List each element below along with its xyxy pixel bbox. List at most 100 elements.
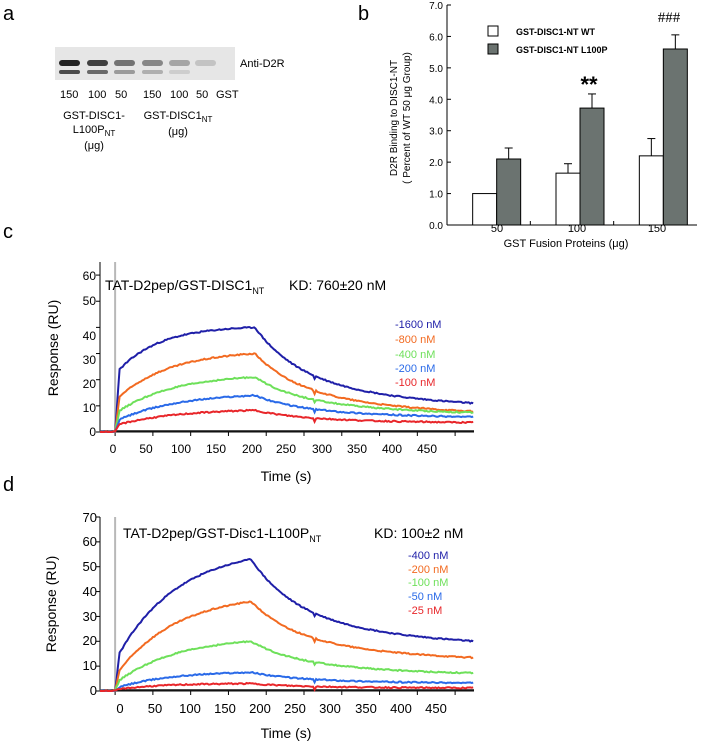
sensorgram-curve (99, 393, 474, 434)
bar-l100p (496, 158, 522, 226)
chart-title: TAT-D2pep/GST-Disc1-L100PNT (123, 525, 322, 544)
legend-label-wt: GST-DISC1-NT WT (516, 27, 595, 37)
x-tick-label: 150 (648, 223, 666, 235)
y-tick-label: 40 (83, 329, 97, 343)
sensorgram-curve (99, 671, 474, 693)
y-tick-label: 0 (89, 425, 96, 439)
chart-title: TAT-D2pep/GST-DISC1NT (105, 277, 265, 296)
legend-label: -100 nM (408, 577, 448, 589)
x-tick-label: 450 (417, 442, 437, 456)
legend-label: -400 nM (408, 550, 448, 562)
group-label-line: (μg) (168, 126, 188, 138)
y-axis-label: Response (RU) (45, 300, 61, 396)
kd-value: KD: 100±2 nM (374, 525, 463, 541)
blot-band (195, 70, 216, 74)
y-tick-labels: 0.0 1.0 2.0 3.0 4.0 5.0 6.0 7.0 (429, 1, 443, 232)
y-tick-label: 20 (83, 633, 97, 648)
panel-label-a: a (3, 3, 15, 25)
panel-label-b: b (358, 3, 369, 25)
x-tick-label: 200 (242, 442, 262, 456)
kd-value: KD: 760±20 nM (289, 277, 386, 293)
x-axis-label: GST Fusion Proteins (μg) (504, 238, 629, 250)
y-axis-label-line1: D2R Binding to DISC1-NT (389, 60, 400, 176)
x-tick-label: 0 (116, 701, 123, 716)
blot-band (142, 70, 163, 74)
lane-label: 50 (115, 89, 127, 101)
group-label-line: GST-DISC1NT (144, 110, 213, 124)
y-tick-labels: 0 10 20 30 40 50 60 70 (83, 510, 97, 698)
x-tick-label: 350 (347, 442, 367, 456)
legend-swatch-l100p (487, 43, 499, 55)
sensorgram-curve (99, 408, 474, 434)
x-tick-label: 250 (284, 701, 306, 716)
blot-band (169, 60, 190, 66)
legend-label: -200 nM (395, 363, 435, 375)
blot-band (87, 60, 108, 66)
legend-swatch-wt (487, 25, 499, 37)
y-tick-label: 60 (83, 534, 97, 549)
bar-wt (472, 193, 498, 226)
y-tick-label: 5.0 (429, 64, 443, 75)
panel-label-c: c (3, 221, 13, 243)
lane-label: 150 (143, 89, 161, 101)
blot-band (195, 60, 216, 66)
blot-bands (59, 60, 216, 74)
legend-label: -800 nM (395, 334, 435, 346)
bar-l100p (662, 48, 688, 226)
panel-a: Anti-D2R 150 100 50 150 100 50 GST GST-D… (55, 47, 285, 152)
blot-band (114, 70, 135, 74)
sensorgram-curve (99, 600, 474, 693)
y-tick-label: 30 (83, 609, 97, 624)
y-tick-label: 30 (83, 353, 97, 367)
sensorgram-curve (99, 352, 474, 434)
y-tick-label: 1.0 (429, 190, 443, 201)
plot-area (96, 262, 474, 436)
blot-band (169, 70, 190, 74)
x-axis-label: Time (s) (261, 468, 312, 484)
y-tick-labels: 0 10 20 30 40 50 60 (83, 269, 97, 439)
lane-label: 150 (60, 89, 78, 101)
antibody-label: Anti-D2R (240, 58, 285, 70)
blot-band (142, 60, 163, 66)
x-tick-label: 50 (148, 701, 162, 716)
sensorgram-curve (99, 326, 474, 434)
blot-band (87, 70, 108, 74)
x-tick-label: 400 (382, 442, 402, 456)
y-tick-label: 0 (90, 683, 97, 698)
blot-band (59, 60, 80, 66)
y-tick-label: 60 (83, 269, 97, 283)
lane-labels: 150 100 50 150 100 50 GST (60, 89, 239, 101)
bar-wt (638, 155, 664, 226)
legend-label: -200 nM (408, 564, 448, 576)
y-tick-label: 40 (83, 584, 97, 599)
x-tick-label: 50 (139, 442, 153, 456)
group-label-l100p: GST-DISC1- L100PNT (μg) (63, 110, 125, 152)
y-tick-label: 10 (83, 401, 97, 415)
y-axis-label: D2R Binding to DISC1-NT ( Percent of WT … (389, 52, 413, 184)
x-tick-label: 150 (206, 442, 226, 456)
y-tick-label: 20 (83, 377, 97, 391)
lane-label: GST (216, 89, 239, 101)
bars (472, 34, 688, 226)
x-tick-label: 300 (312, 442, 332, 456)
group-label-line: (μg) (84, 140, 104, 152)
plot-area (96, 516, 474, 695)
y-tick-label: 70 (83, 510, 97, 525)
panel-label-d: d (3, 474, 14, 496)
sensorgram-curve (99, 681, 474, 693)
x-tick-label: 450 (425, 701, 447, 716)
x-tick-label: 350 (355, 701, 377, 716)
lane-label: 100 (170, 89, 188, 101)
y-tick-label: 50 (83, 559, 97, 574)
lane-label: 100 (88, 89, 106, 101)
panel-d: 0 10 20 30 40 50 60 70 0 50 100 150 200 … (43, 510, 474, 741)
bar-wt (555, 172, 581, 226)
group-label-line: L100PNT (73, 124, 116, 138)
y-tick-label: 6.0 (429, 32, 443, 43)
y-tick-label: 10 (83, 658, 97, 673)
x-tick-labels: 0 50 100 150 200 250 300 350 400 450 (116, 701, 446, 716)
legend-label: -50 nM (408, 591, 442, 603)
y-tick-label: 0.0 (429, 221, 443, 232)
y-axis-label: Response (RU) (43, 556, 59, 652)
